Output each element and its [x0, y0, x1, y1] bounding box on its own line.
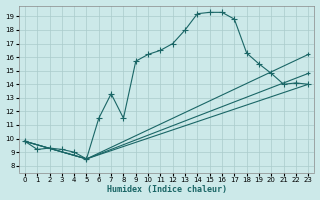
X-axis label: Humidex (Indice chaleur): Humidex (Indice chaleur): [107, 185, 227, 194]
